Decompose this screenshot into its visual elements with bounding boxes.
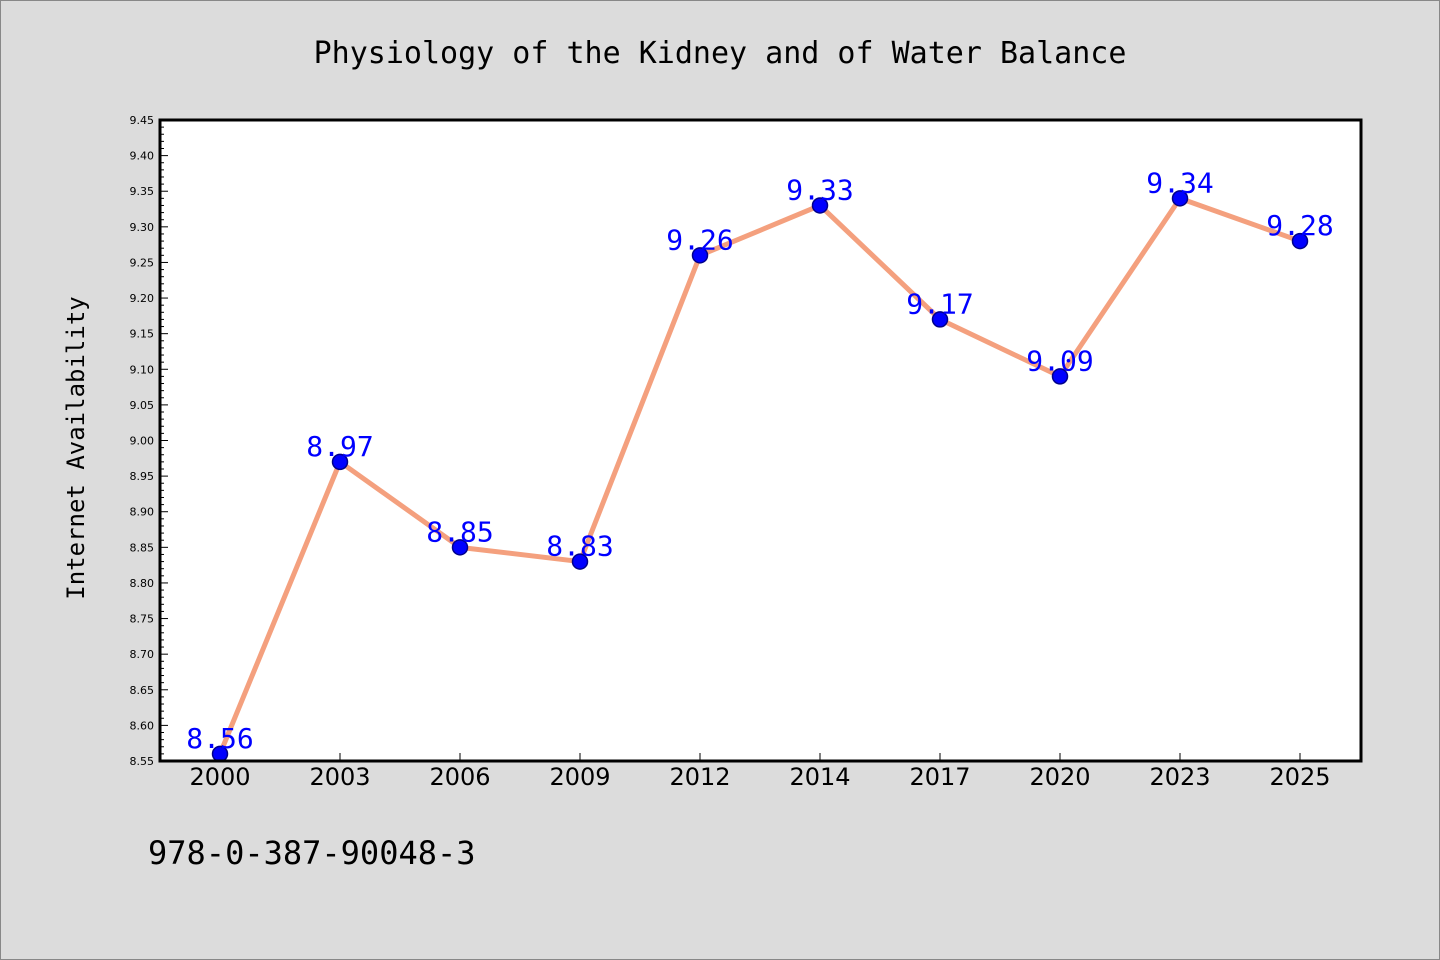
- x-tick-label: 2017: [909, 763, 970, 791]
- y-tick-label: 8.85: [130, 541, 155, 554]
- y-tick-label: 9.40: [130, 150, 155, 163]
- y-tick-label: 9.35: [130, 185, 155, 198]
- data-label: 9.33: [786, 173, 853, 206]
- data-label: 8.85: [426, 515, 493, 548]
- y-tick-label: 8.75: [130, 613, 155, 626]
- y-tick-label: 9.25: [130, 256, 155, 269]
- y-tick-label: 9.00: [130, 435, 155, 448]
- data-point: [811, 197, 829, 214]
- y-tick-label: 9.45: [130, 114, 155, 127]
- data-point: [691, 247, 709, 264]
- data-label: 9.09: [1026, 344, 1093, 377]
- y-tick-label: 8.80: [130, 577, 155, 590]
- data-label: 9.34: [1146, 166, 1213, 199]
- data-label: 8.56: [186, 722, 253, 755]
- data-label: 9.26: [666, 223, 733, 256]
- data-point: [1291, 232, 1309, 250]
- data-label: 9.28: [1266, 209, 1333, 242]
- y-tick-label: 8.65: [130, 684, 155, 697]
- x-tick-label: 2025: [1269, 763, 1330, 791]
- y-tick-label: 8.70: [130, 648, 155, 661]
- data-point: [331, 453, 349, 471]
- y-tick-label: 9.15: [130, 328, 155, 341]
- x-axis: 2000 2003 2006 2009 2012 2014 2017 2020 2023 2025: [189, 753, 1331, 791]
- data-point: [571, 553, 589, 570]
- data-label: 8.97: [306, 430, 373, 463]
- y-tick-label: 8.95: [130, 470, 155, 483]
- y-axis: 8.55 8.60 8.65 8.70 8.75 8.80 8.85 8.90 8.95 9.00…: [130, 114, 168, 768]
- data-point: [451, 539, 469, 556]
- series-markers: [211, 190, 1309, 763]
- x-tick-label: 2006: [429, 763, 490, 791]
- data-labels: 8.56 8.97 8.85 8.83 9.26 9.33 9.17 9.09 9.34 9.28: [186, 166, 1333, 755]
- x-tick-label: 2009: [549, 763, 610, 791]
- chart-title: Physiology of the Kidney and of Water Ba…: [314, 36, 1127, 71]
- series-line: [217, 195, 1303, 757]
- data-label: 8.83: [546, 530, 613, 563]
- x-tick-label: 2000: [189, 763, 250, 791]
- y-tick-label: 9.20: [130, 292, 155, 305]
- x-tick-label: 2014: [789, 763, 850, 791]
- data-label: 9.17: [906, 287, 973, 320]
- data-point: [1171, 190, 1189, 207]
- x-tick-label: 2012: [669, 763, 730, 791]
- data-point: [1051, 368, 1069, 385]
- isbn-footer: 978-0-387-90048-3: [148, 834, 476, 872]
- data-point: [931, 311, 949, 328]
- plot-border: [158, 118, 1363, 763]
- y-tick-label: 8.90: [130, 506, 155, 519]
- y-axis-label: Internet Availability: [62, 296, 90, 599]
- x-tick-label: 2020: [1029, 763, 1090, 791]
- y-tick-label: 8.55: [130, 755, 155, 768]
- x-tick-label: 2023: [1149, 763, 1210, 791]
- y-tick-label: 9.05: [130, 399, 155, 412]
- y-tick-label: 9.30: [130, 221, 155, 234]
- y-tick-label: 8.60: [130, 719, 155, 732]
- y-tick-label: 9.10: [130, 363, 155, 376]
- x-tick-label: 2003: [309, 763, 370, 791]
